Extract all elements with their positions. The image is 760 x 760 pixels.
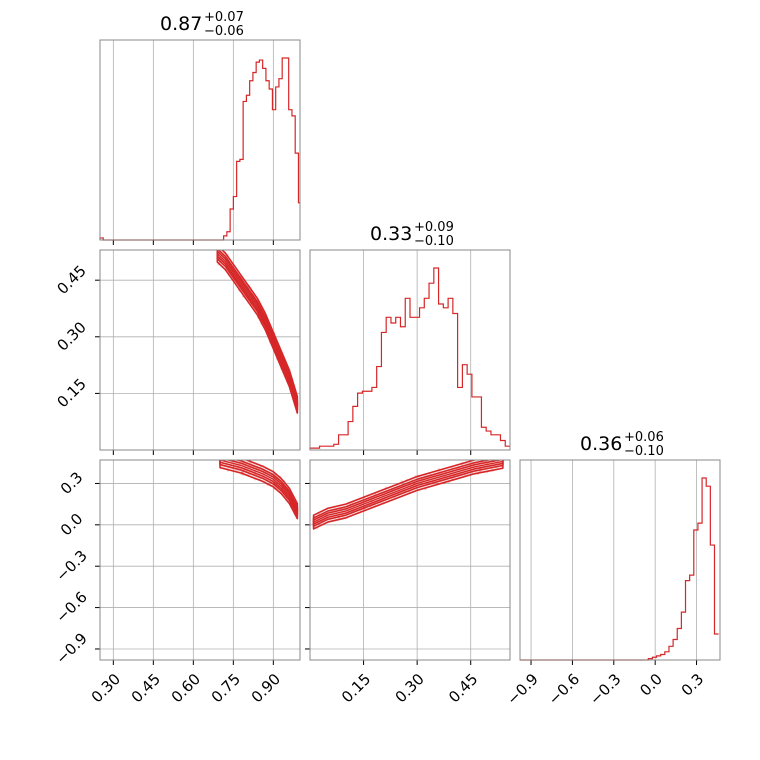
hist-2-step — [520, 477, 719, 661]
y-tick-label: 0.3 — [57, 468, 87, 498]
hist-0-frame — [99, 39, 301, 241]
contour-0-1-marks — [216, 244, 299, 414]
x-tick-label: −0.6 — [545, 670, 583, 708]
x-tick-label: 0.45 — [128, 670, 164, 706]
hist-title-minus: −0.06 — [204, 24, 244, 39]
hist-title-minus: −0.10 — [624, 444, 664, 459]
contour-0-2-sample-point — [237, 456, 239, 458]
hist-title-value: 0.33 — [370, 223, 412, 245]
contour-0-2-sample-point — [223, 455, 225, 457]
x-tick-label: −0.9 — [503, 670, 541, 708]
y-tick-label: 0.30 — [53, 318, 89, 354]
hist-title-value: 0.87 — [160, 13, 202, 35]
contour-1-2-sample-point — [487, 457, 489, 459]
contour-0-2-sample-point — [235, 457, 237, 459]
contour-1-2-contour-core — [313, 460, 503, 523]
contour-0-2-sample-point — [231, 457, 233, 459]
x-tick-label: 0.3 — [678, 670, 708, 700]
contour-1-2-contour-level — [312, 460, 504, 528]
contour-1-2-contour-level — [312, 460, 504, 525]
x-tick-label: 0.90 — [248, 670, 284, 706]
contour-0-1-sample-point — [217, 245, 219, 247]
contour-0-2-sample-point — [226, 455, 228, 457]
hist-0-step — [99, 57, 300, 241]
contour-0-2-sample-point — [228, 456, 230, 458]
x-tick-label: 0.30 — [88, 670, 124, 706]
contour-0-2-frame — [99, 459, 301, 661]
x-tick-label: 0.30 — [392, 670, 428, 706]
contour-1-2-sample-point — [489, 456, 491, 458]
x-tick-label: −0.3 — [586, 670, 624, 708]
hist-title-value: 0.36 — [580, 433, 622, 455]
hist-title-plus: +0.06 — [624, 430, 664, 445]
contour-0-2-contour-level — [219, 460, 299, 515]
y-tick-label: −0.6 — [52, 588, 90, 626]
contour-0-1-sample-point — [217, 244, 219, 246]
x-tick-label: 0.60 — [168, 670, 204, 706]
hist-1-step — [309, 267, 510, 450]
y-tick-label: 0.0 — [57, 510, 87, 540]
contour-0-2-sample-point — [227, 452, 229, 454]
x-tick-label: 0.15 — [338, 670, 374, 706]
y-tick-label: 0.15 — [53, 375, 89, 411]
contour-0-1-contour-core — [216, 253, 299, 405]
y-tick-label: −0.9 — [52, 629, 90, 667]
contour-0-2-sample-point — [227, 453, 229, 455]
contour-0-2-sample-point — [223, 451, 225, 453]
hist-2-frame — [519, 459, 721, 661]
hist-title-minus: −0.10 — [414, 234, 454, 249]
contour-0-2-sample-point — [234, 457, 236, 459]
hist-title-plus: +0.07 — [204, 10, 244, 25]
contour-0-2-sample-point — [219, 452, 221, 454]
hist-title-plus: +0.09 — [414, 220, 454, 235]
y-tick-label: 0.45 — [53, 262, 89, 298]
contour-0-2-sample-point — [227, 453, 229, 455]
contour-1-2-frame — [309, 459, 511, 661]
contour-0-2-contour-core — [219, 460, 298, 512]
contour-0-1-contour-level — [216, 250, 299, 411]
x-tick-label: 0.45 — [445, 670, 481, 706]
contour-0-1-frame — [99, 249, 301, 451]
contour-0-1-contour-level — [216, 250, 299, 409]
contour-0-2-marks — [219, 451, 299, 520]
contour-0-2-contour-level — [219, 460, 299, 517]
contour-0-2-sample-point — [220, 452, 222, 454]
x-tick-label: 0.0 — [636, 670, 666, 700]
y-tick-label: −0.3 — [52, 547, 90, 585]
contour-1-2-marks — [312, 456, 504, 530]
hist-1-frame — [309, 249, 511, 451]
x-tick-label: 0.75 — [208, 670, 244, 706]
